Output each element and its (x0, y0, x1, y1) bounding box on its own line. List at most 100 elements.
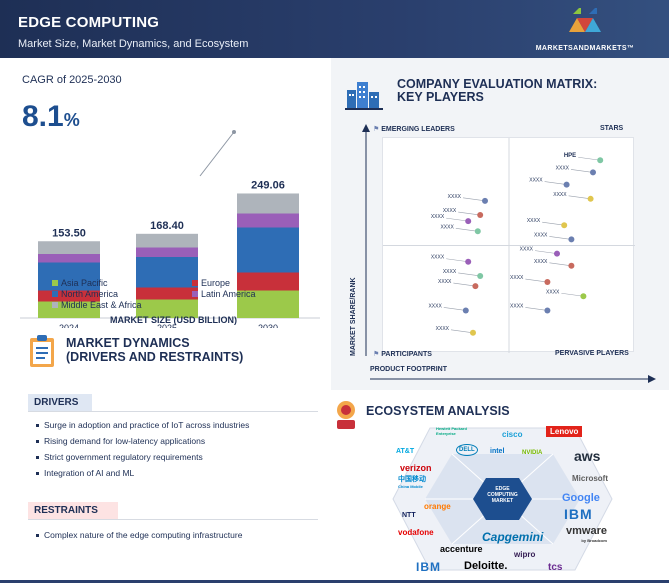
bar-segment (38, 262, 100, 291)
player-point[interactable] (568, 262, 575, 269)
player-label: XXXX (556, 165, 570, 171)
player-point[interactable] (544, 307, 551, 314)
legend-label: North America (61, 289, 119, 299)
player-point[interactable] (580, 293, 587, 300)
player-point[interactable] (472, 283, 479, 290)
footer-bar (0, 580, 669, 583)
bar-segment (237, 193, 299, 214)
bar-segment (136, 257, 198, 288)
player-point[interactable] (587, 195, 594, 202)
ecosystem-title: ECOSYSTEM ANALYSIS (366, 404, 510, 418)
ecosystem-center-line3: MARKET (491, 498, 514, 504)
logo-google: Google (562, 492, 600, 504)
market-dynamics-title-line2: (DRIVERS AND RESTRAINTS) (66, 350, 244, 364)
legend-item-latin-america: Latin America (192, 289, 256, 299)
player-label: XXXX (510, 303, 524, 309)
bar-segment (38, 290, 100, 302)
player-point[interactable] (465, 218, 472, 225)
logo-microsoft: Microsoft (572, 474, 608, 483)
logo-vmware-name: vmware (566, 525, 607, 537)
x-tick-label: 2024 (59, 323, 79, 328)
player-point[interactable] (462, 307, 469, 314)
matrix-x-arrow (370, 375, 656, 383)
player-point[interactable] (465, 258, 472, 265)
bar-segment (136, 247, 198, 257)
player-label: XXXX (520, 247, 534, 253)
legend-item-middle-east-africa: Middle East & Africa (52, 300, 142, 310)
player-label: XXXX (443, 208, 457, 214)
market-size-chart: 153.50 2024 168.40 2025 249.06 2030 (20, 130, 320, 328)
matrix-y-arrow (362, 124, 370, 356)
logo-lenovo: Lenovo (546, 426, 583, 437)
player-label: XXXX (529, 178, 543, 184)
player-leader-line (443, 307, 466, 311)
drivers-divider (28, 411, 318, 412)
legend-item-europe: Europe (192, 278, 230, 288)
list-item: Complex nature of the edge computing inf… (36, 530, 242, 540)
ecosystem-rings (392, 427, 613, 571)
player-point[interactable] (477, 212, 484, 219)
player-point[interactable] (568, 236, 575, 243)
player-point[interactable] (470, 329, 476, 336)
player-leader-line (578, 156, 601, 161)
legend-item-north-america: North America (52, 289, 118, 299)
brand-logo[interactable]: MARKETSANDMARKETS™ (525, 6, 645, 52)
bar-segment (237, 272, 299, 291)
restraints-divider (28, 519, 318, 520)
legend-label: Middle East & Africa (61, 300, 142, 310)
logo-capgemini: Capgemini (482, 530, 544, 544)
matrix-y-axis-label: MARKET SHARE/RANK (350, 277, 357, 356)
bar-segment (136, 299, 198, 318)
logo-ntt: NTT (402, 512, 416, 519)
legend-label: Asia Pacific (61, 278, 108, 288)
player-point[interactable] (563, 181, 570, 188)
logo-ibm-2: IBM (416, 560, 441, 574)
legend-swatch (52, 291, 58, 297)
player-label: XXXX (546, 289, 560, 295)
bar-segment (38, 254, 100, 263)
chart-x-axis-title: MARKET SIZE (USD BILLION) (110, 315, 237, 325)
player-point[interactable] (590, 169, 596, 176)
player-point[interactable] (597, 157, 604, 164)
x-tick-label: 2030 (258, 323, 278, 328)
quadrant-pervasive-players: PERVASIVE PLAYERS (555, 350, 629, 357)
player-label: XXXX (534, 259, 548, 265)
player-point[interactable] (554, 250, 560, 257)
player-leader-line (568, 195, 591, 200)
player-point[interactable] (474, 228, 481, 235)
player-point[interactable] (544, 279, 551, 286)
player-point[interactable] (477, 272, 484, 279)
list-item: Rising demand for low-latency applicatio… (36, 436, 249, 452)
player-leader-line (525, 307, 548, 311)
quadrant-label: PARTICIPANTS (381, 351, 432, 358)
quadrant-emerging-leaders: ⚑ EMERGING LEADERS (373, 125, 455, 133)
player-label: XXXX (436, 326, 450, 332)
bar-segment (38, 241, 100, 254)
player-label: XXXX (510, 275, 524, 281)
player-label: XXXX (534, 232, 548, 238)
logo-ibm: IBM (564, 506, 593, 522)
ecosystem-center: EDGE COMPUTING MARKET (390, 486, 615, 504)
player-point[interactable] (561, 222, 568, 229)
player-leader-line (458, 272, 481, 277)
logo-wipro: wipro (514, 550, 536, 559)
logo-deloitte: Deloitte. (464, 560, 508, 572)
matrix-title-line2: KEY PLAYERS (397, 90, 484, 104)
player-leader-line (450, 329, 474, 334)
logo-intel: intel (490, 448, 505, 455)
restraints-heading: RESTRAINTS (28, 502, 118, 520)
logo-verizon: verizon (400, 463, 432, 473)
player-label: XXXX (527, 218, 541, 224)
player-leader-line (549, 236, 572, 240)
player-point[interactable] (482, 197, 488, 204)
drivers-list: Surge in adoption and practice of IoT ac… (36, 420, 249, 484)
player-leader-line (446, 258, 469, 263)
brand-name: MARKETSANDMARKETS™ (535, 45, 635, 52)
player-leader-line (462, 197, 486, 202)
bar-segment (237, 213, 299, 228)
market-dynamics-title: MARKET DYNAMICS (DRIVERS AND RESTRAINTS) (66, 336, 243, 364)
cagr-value: 8.1% (22, 100, 80, 134)
player-label: HPE (564, 153, 576, 159)
page-title: EDGE COMPUTING (18, 14, 160, 31)
player-leader-line (453, 282, 476, 287)
